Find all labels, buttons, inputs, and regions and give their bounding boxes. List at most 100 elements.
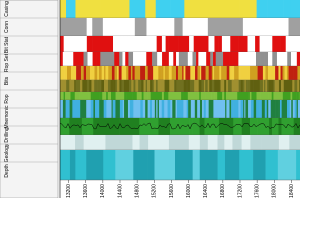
log-strip [117, 92, 121, 100]
log-strip [276, 52, 283, 66]
log-strip [189, 36, 195, 52]
log-strip [122, 135, 128, 150]
log-strip [289, 100, 292, 118]
log-strip [121, 66, 125, 80]
log-strip [186, 100, 189, 118]
log-strip [238, 36, 248, 52]
depth-label: 16800 [220, 184, 226, 198]
log-strip [181, 92, 184, 100]
log-strip [101, 100, 104, 118]
log-strip [218, 36, 223, 52]
log-strip [157, 52, 163, 66]
log-strip [91, 80, 95, 92]
log-strip [197, 36, 202, 52]
log-strip [110, 80, 114, 92]
log-strip [199, 150, 213, 180]
log-strip [79, 92, 83, 100]
log-strip [170, 0, 185, 18]
log-strip [299, 80, 300, 92]
log-strip [84, 100, 87, 118]
log-strip [218, 118, 228, 135]
log-strip [275, 66, 277, 80]
log-strip [186, 80, 188, 92]
log-strip [80, 100, 84, 118]
log-strip [66, 0, 76, 18]
depth-label: 13200 [66, 184, 72, 198]
log-strip [201, 66, 204, 80]
log-strip [197, 100, 201, 118]
log-strip [142, 66, 146, 80]
log-strip [199, 100, 202, 118]
log-strip [126, 92, 131, 100]
log-strip [92, 18, 104, 36]
log-strip [68, 92, 71, 100]
log-strip [187, 92, 192, 100]
log-strip [148, 135, 159, 150]
log-strip [60, 18, 75, 36]
log-strip [136, 92, 141, 100]
log-strip [161, 36, 166, 52]
log-strip [60, 135, 69, 150]
log-strip [114, 52, 120, 66]
log-strip [142, 100, 146, 118]
log-strip [218, 52, 224, 66]
log-strip [268, 80, 272, 92]
log-strip [188, 100, 192, 118]
log-strip [60, 100, 63, 118]
log-strip [192, 150, 201, 180]
log-strip [226, 92, 231, 100]
log-strip [285, 80, 289, 92]
log-strip [72, 80, 75, 92]
log-strip [230, 66, 233, 80]
log-strip [68, 66, 72, 80]
log-strip [200, 100, 203, 118]
log-strip [265, 66, 267, 80]
log-strip [62, 100, 66, 118]
log-strip [150, 92, 156, 100]
log-strip [115, 150, 121, 180]
log-strip [214, 92, 217, 100]
log-strip [297, 80, 300, 92]
log-strip [75, 0, 91, 18]
log-strip [165, 36, 169, 52]
log-strip [69, 150, 76, 180]
row-label: Rop [4, 94, 10, 103]
log-strip [160, 150, 176, 180]
log-strip [237, 100, 239, 118]
log-strip [90, 92, 93, 100]
log-strip [261, 135, 268, 150]
log-strip [219, 80, 221, 92]
log-strip [161, 66, 164, 80]
log-strip [221, 80, 225, 92]
log-strip [183, 92, 187, 100]
log-strip [280, 36, 287, 52]
log-strip [72, 100, 76, 118]
log-strip [200, 66, 202, 80]
log-strip [269, 118, 273, 135]
log-strip [127, 36, 135, 52]
log-strip [181, 80, 185, 92]
log-strip [67, 66, 69, 80]
log-strip [169, 100, 171, 118]
log-strip [293, 66, 296, 80]
log-strip [162, 52, 165, 66]
log-strip [143, 118, 151, 135]
log-strip [65, 92, 70, 100]
log-strip [171, 92, 174, 100]
log-strip [173, 52, 177, 66]
log-strip [215, 100, 218, 118]
log-strip [217, 150, 226, 180]
log-strip [255, 36, 260, 52]
log-strip [224, 135, 233, 150]
log-strip [64, 80, 67, 92]
log-strip [193, 36, 199, 52]
log-strip [168, 66, 172, 80]
log-strip [192, 80, 195, 92]
log-strip [69, 118, 76, 135]
log-strip [182, 18, 195, 36]
log-strip [191, 92, 196, 100]
log-strip [143, 80, 146, 92]
log-strip [106, 80, 109, 92]
log-strip [113, 80, 116, 92]
log-strip [149, 100, 153, 118]
